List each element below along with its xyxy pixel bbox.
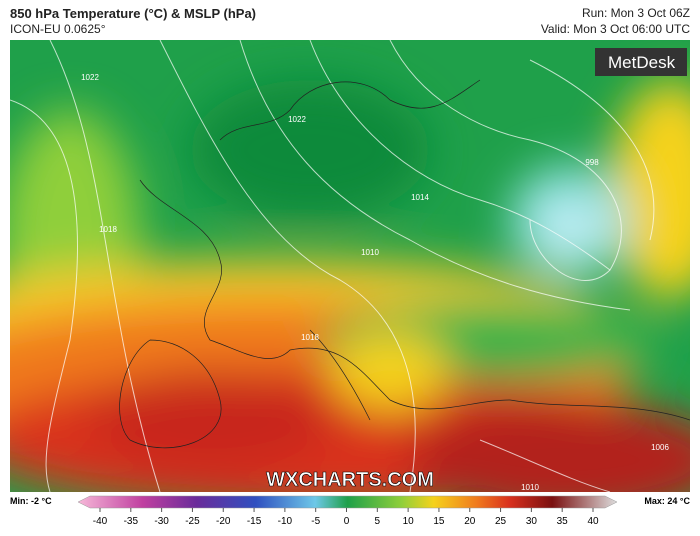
isobar-label: 1006	[651, 443, 669, 452]
isobars	[10, 40, 655, 492]
isobar-label: 1018	[301, 333, 319, 342]
colorbar-tick-label: -35	[124, 516, 139, 527]
isobar-label: 1018	[99, 225, 117, 234]
isobar-label: 1010	[361, 248, 379, 257]
colorbar-tick-label: 35	[557, 516, 569, 527]
isobar-label: 1014	[411, 193, 429, 202]
colorbar-tick-label: 40	[587, 516, 599, 527]
colorbar-tick-label: 5	[375, 516, 381, 527]
colorbar-tick-label: -15	[247, 516, 262, 527]
colorbar-tick-label: -30	[154, 516, 169, 527]
colorbar-tick-label: 25	[495, 516, 507, 527]
isobar-label: 1010	[521, 483, 539, 492]
colorbar-tick-label: -40	[93, 516, 108, 527]
colorbar-tick-label: -10	[278, 516, 293, 527]
isobar-label: 998	[585, 158, 599, 167]
colorbar-tick-label: 30	[526, 516, 538, 527]
title: 850 hPa Temperature (°C) & MSLP (hPa)	[10, 6, 256, 21]
min-label: Min: -2 °C	[10, 496, 52, 506]
model: ICON-EU 0.0625°	[10, 22, 106, 36]
colorbar-tick-label: -20	[216, 516, 231, 527]
coastlines	[119, 79, 690, 449]
isobar-label: 1022	[288, 115, 306, 124]
colorbar-tick-label: 20	[464, 516, 476, 527]
run-time: Run: Mon 3 Oct 06Z	[581, 6, 690, 20]
isobar-label: 1022	[81, 73, 99, 82]
colorbar: Min: -2 °C Max: 24 °C -40 -35 -30 -25 -20 -15…	[10, 495, 690, 527]
colorbar-tick-label: -5	[311, 516, 320, 527]
logo-box	[595, 48, 687, 76]
colorbar-tick-label: -25	[185, 516, 200, 527]
colorbar-tick-label: 15	[433, 516, 445, 527]
map: 102210181014101010069981018102210101006 …	[10, 40, 690, 492]
watermark: WXCHARTS.COM	[266, 469, 434, 491]
colorbar-tick-label: 0	[344, 516, 350, 527]
colorbar-scale	[77, 495, 618, 509]
max-label: Max: 24 °C	[644, 496, 690, 506]
logo: MetDesk	[608, 53, 676, 72]
valid-time: Valid: Mon 3 Oct 06:00 UTC	[540, 22, 690, 36]
colorbar-tick-label: 10	[403, 516, 415, 527]
temperature-field	[10, 40, 690, 492]
